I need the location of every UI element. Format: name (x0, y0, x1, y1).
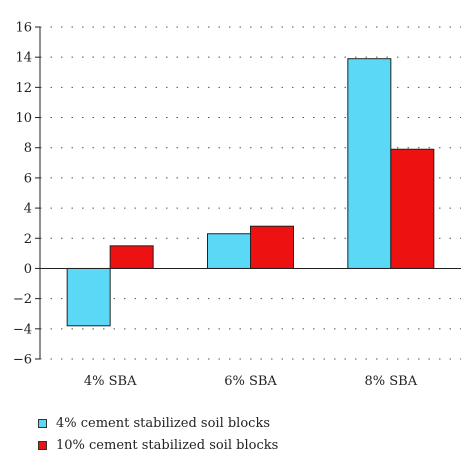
legend: 4% cement stabilized soil blocks 10% cem… (38, 413, 278, 457)
y-tick-label: −2 (13, 292, 32, 307)
y-tick-label: 2 (24, 232, 32, 247)
bar-chart: −6 −4 −2 0 2 4 6 8 10 12 14 16 4% SBA 6% SBA 8% SBA (13, 21, 461, 389)
legend-label-series-1: 4% cement stabilized soil blocks (56, 415, 270, 431)
y-tick-label: 8 (24, 141, 32, 156)
bar-series-1-2 (207, 233, 251, 269)
y-tick-label: 10 (15, 111, 32, 126)
x-category-labels: 4% SBA 6% SBA 8% SBA (84, 374, 418, 389)
bar-series-1-1 (66, 267, 111, 327)
y-tick-label: 16 (15, 21, 32, 36)
y-tick-label: 14 (15, 51, 32, 66)
y-tick-label: −6 (13, 353, 32, 368)
y-tick-label: 12 (15, 81, 32, 96)
bar-series-2-3 (390, 148, 435, 269)
legend-item-series-1: 4% cement stabilized soil blocks (38, 413, 278, 433)
x-category-label: 8% SBA (365, 374, 418, 389)
legend-swatch-series-1 (38, 418, 47, 428)
legend-label-series-2: 10% cement stabilized soil blocks (56, 437, 279, 453)
x-category-label: 6% SBA (224, 374, 277, 389)
y-tick-labels: −6 −4 −2 0 2 4 6 8 10 12 14 16 (13, 21, 32, 368)
legend-swatch-series-2 (38, 440, 47, 450)
legend-item-series-2: 10% cement stabilized soil blocks (38, 435, 278, 455)
y-tick-label: 6 (24, 171, 32, 186)
x-category-label: 4% SBA (84, 374, 137, 389)
y-tick-label: 0 (24, 262, 32, 277)
bars (66, 58, 435, 327)
axes (35, 26, 461, 360)
bar-series-2-2 (250, 225, 294, 269)
bar-series-2-1 (109, 245, 154, 269)
bar-series-1-3 (347, 58, 392, 269)
y-tick-label: −4 (13, 322, 32, 337)
y-tick-label: 4 (24, 202, 32, 217)
